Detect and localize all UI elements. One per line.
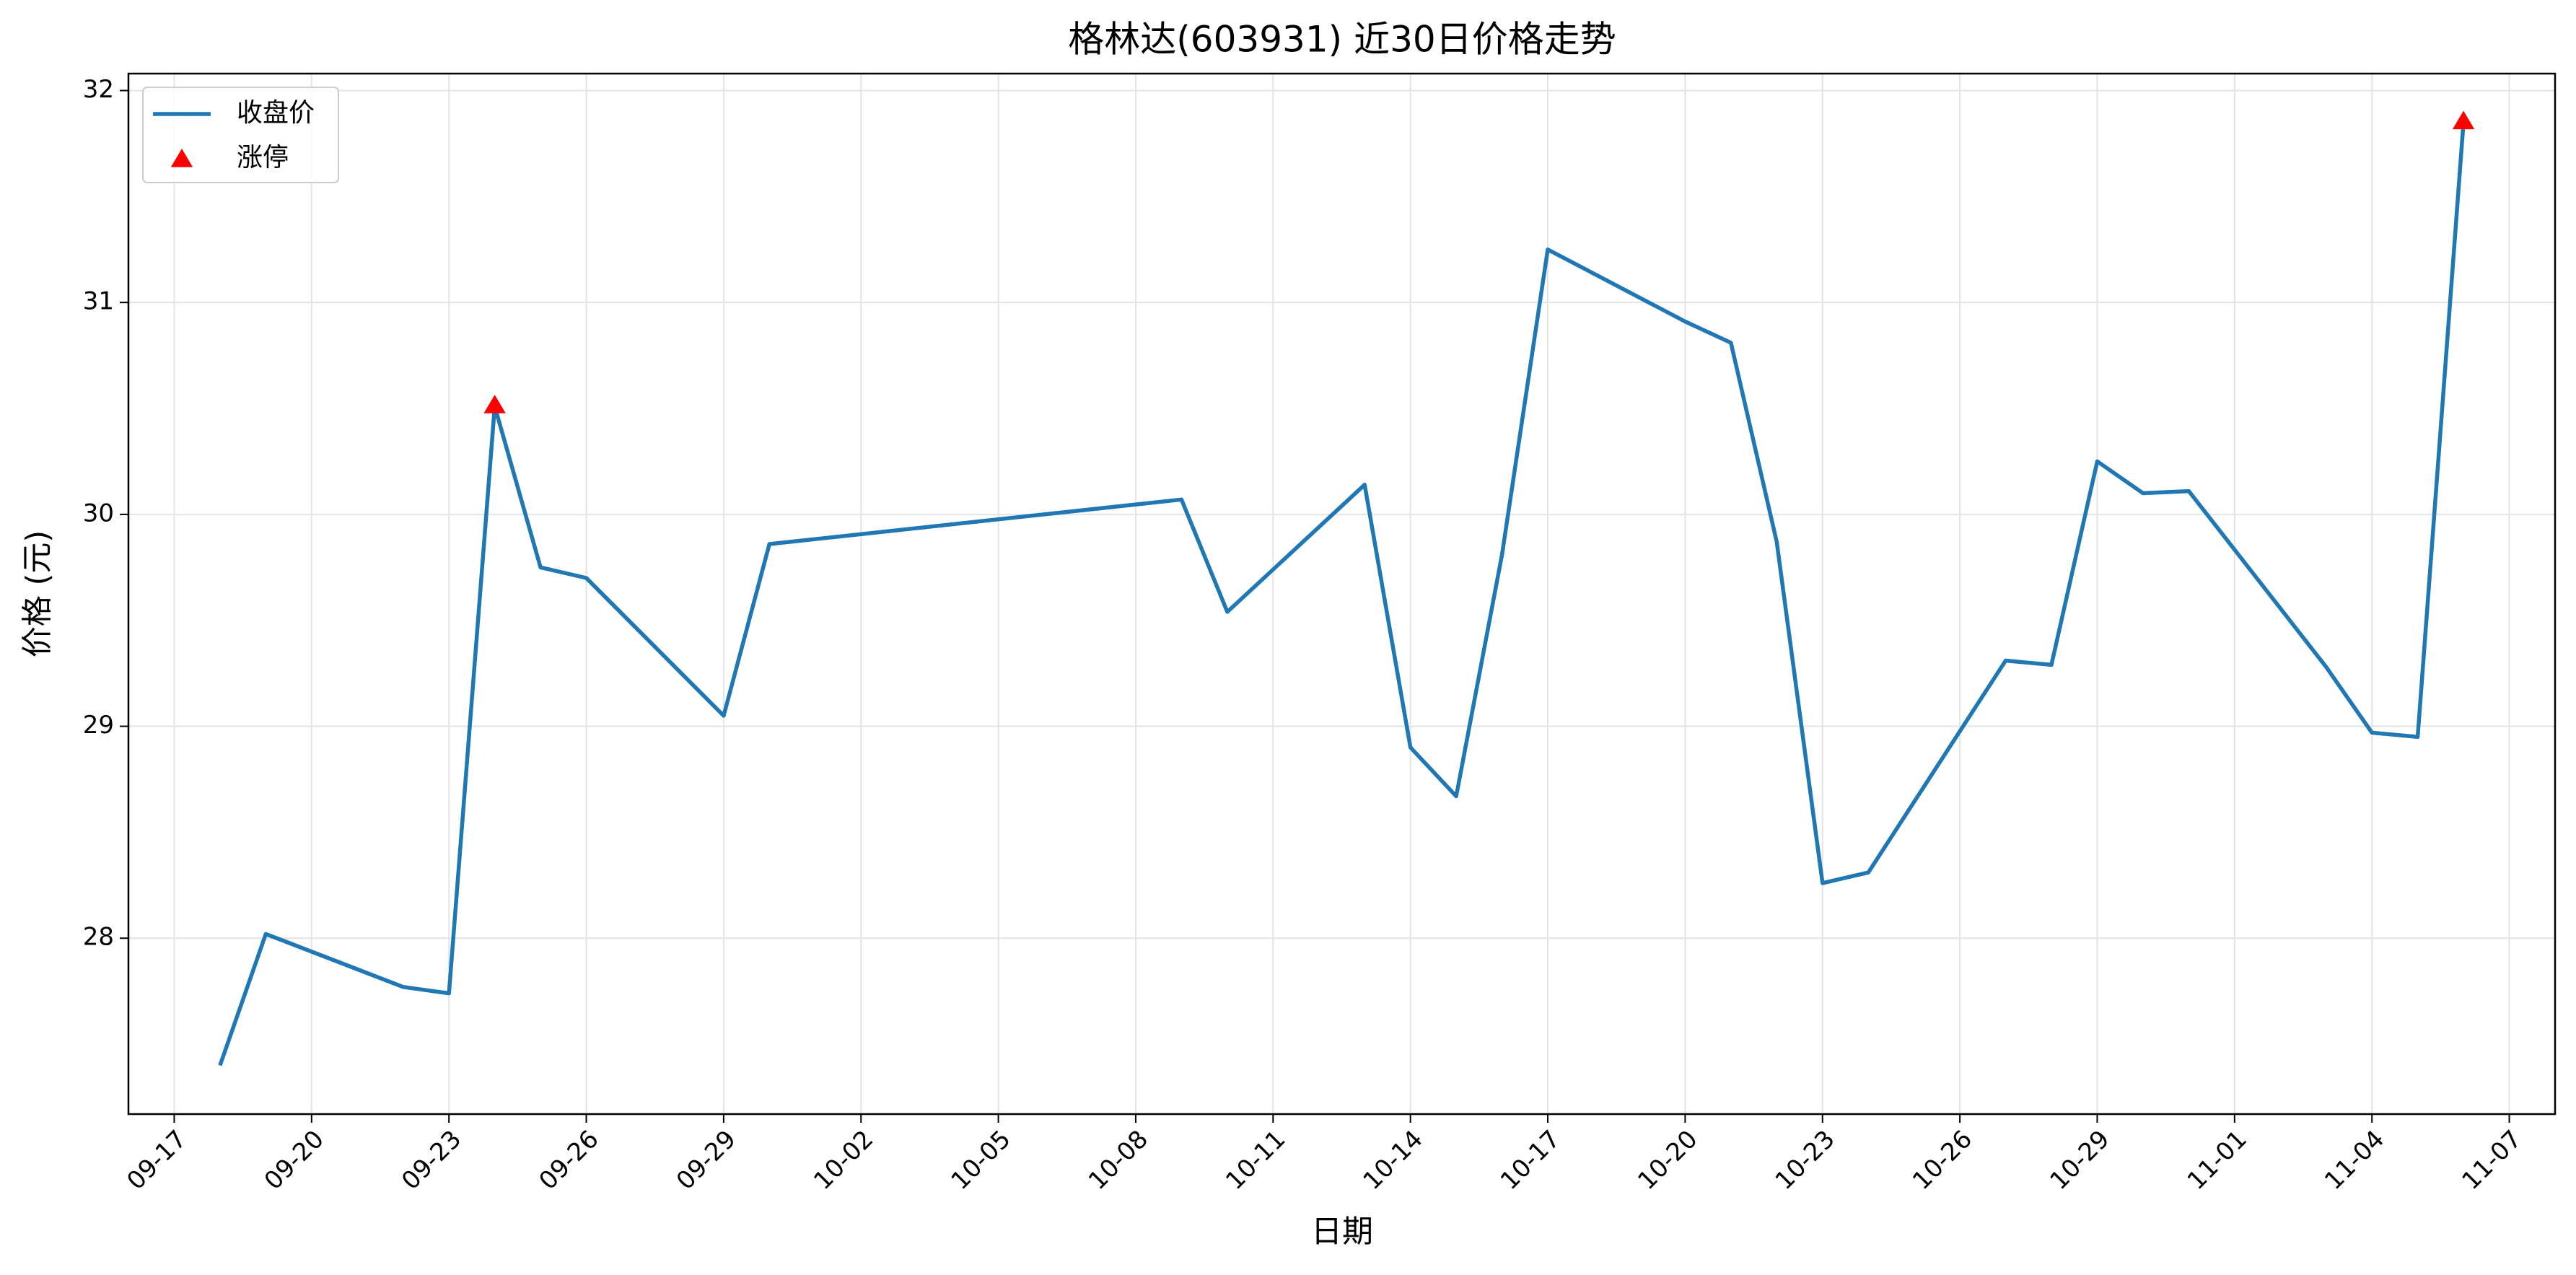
limit-up-marker (483, 395, 506, 413)
y-tick-label: 28 (83, 923, 114, 952)
y-tick-label: 31 (83, 287, 114, 316)
y-tick-label: 30 (83, 499, 114, 527)
y-axis-label: 价格 (元) (20, 530, 56, 657)
legend-label: 收盘价 (237, 98, 315, 128)
plot-area (218, 110, 2475, 1066)
legend-swatch (170, 149, 193, 167)
y-tick-label: 29 (83, 711, 114, 740)
price-line (218, 122, 2466, 1066)
grid (128, 74, 2555, 1114)
plot-frame (127, 72, 2557, 1116)
legend-box (142, 87, 339, 183)
chart-title: 格林达(603931) 近30日价格走势 (1068, 19, 1616, 61)
y-tick-label: 32 (83, 75, 114, 104)
x-axis-label: 日期 (1311, 1214, 1373, 1250)
limit-up-marker (2452, 110, 2475, 130)
legend-label: 涨停 (237, 143, 289, 172)
